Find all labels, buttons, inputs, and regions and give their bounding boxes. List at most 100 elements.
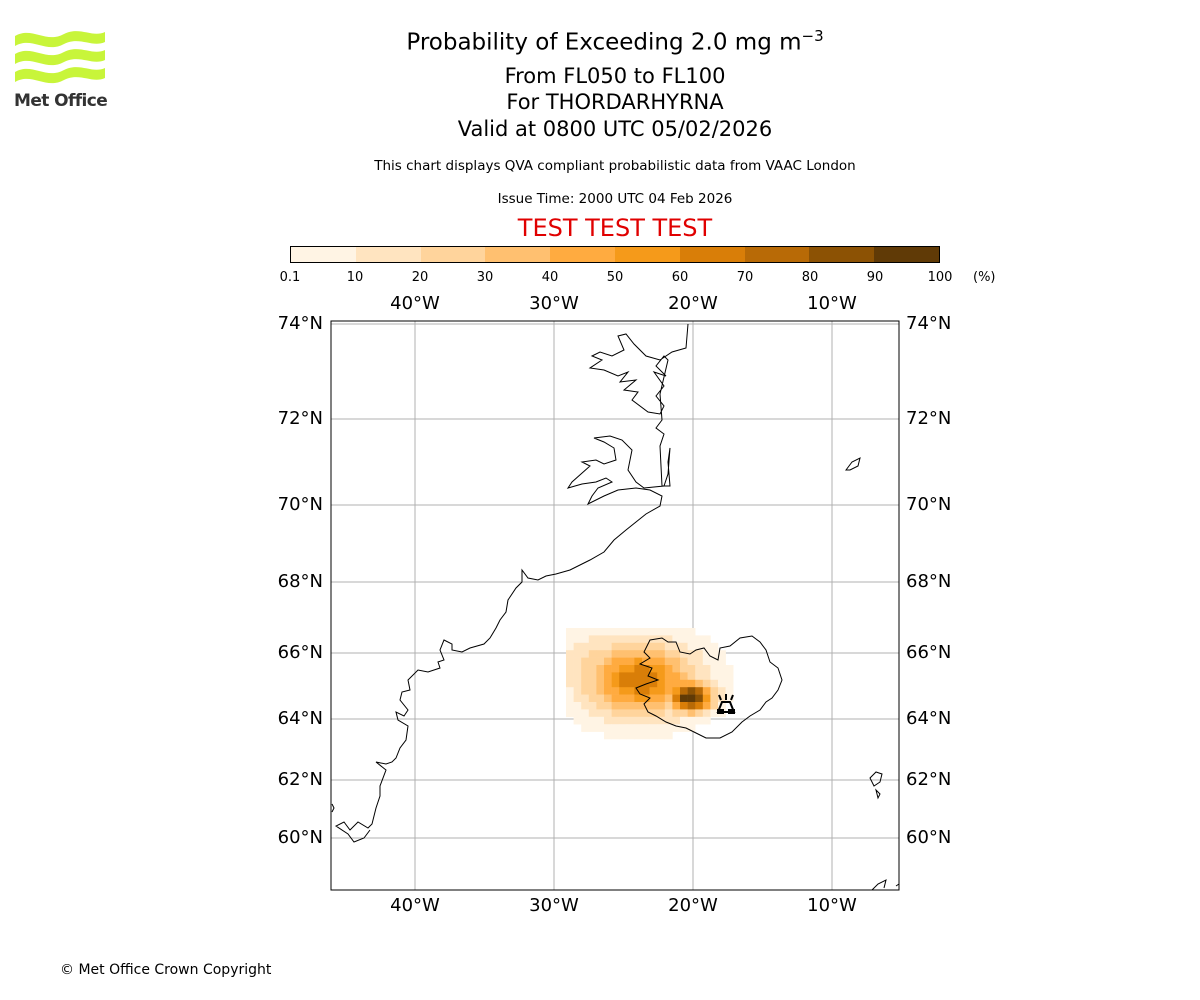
lat-label-left: 74°N [278,313,323,334]
plume-cell [642,657,650,666]
plume-cell [672,665,681,673]
plume-cell [611,672,620,681]
volcano-icon [716,694,736,714]
plume-cell [664,724,673,732]
plume-cell [596,702,605,710]
plume-cell [634,679,643,688]
plume-cell [588,635,597,644]
plume-cell [626,694,635,703]
plume-cell [672,657,681,666]
plume-cell [695,687,704,695]
plume-cell [642,672,650,681]
plume-cell [657,709,666,718]
plume-cell [626,657,635,666]
plume-cell [687,709,696,718]
plume-cell [604,687,612,695]
plume-cell [664,716,673,725]
plume-cell [573,709,582,718]
plume-cell [604,650,612,658]
plume-cell [687,716,696,725]
plume-cell [596,687,605,695]
plume-cell [611,650,620,658]
plume-cell [619,709,628,718]
colorbar-segment [420,247,486,262]
plume-cell [718,687,726,695]
plume-cell [672,702,681,710]
plume-cell [664,687,673,695]
lat-label-right: 68°N [906,571,951,592]
plume-cell [619,724,628,732]
plume-cell [687,702,696,710]
plume-cell [604,709,612,718]
plume-cell [672,716,681,725]
plume-cell [695,709,704,718]
plume-cell [680,635,688,644]
plume-cell [657,702,666,710]
plume-cell [596,635,605,644]
plume-cell [566,628,574,636]
flight-levels: From FL050 to FL100 [504,64,726,88]
plume-cell [588,687,597,695]
plume-cell [626,687,635,695]
plume-cell [725,679,734,688]
plume-cell [634,672,643,681]
coastlines [331,323,900,891]
plume-cell [634,650,643,658]
lat-label-right: 62°N [906,769,951,790]
plume-cell [718,679,726,688]
plume-cell [604,628,612,636]
plume-cell [588,702,597,710]
lon-label-bottom: 40°W [390,895,440,916]
plume-cell [649,650,658,658]
copyright: © Met Office Crown Copyright [60,962,272,978]
plume-cell [702,642,711,651]
greenland-coastline [335,323,689,843]
plume-cell [581,672,590,681]
plume-cell [687,679,696,688]
plume-cell [581,642,590,651]
plume-cell [626,716,635,725]
plume-cell [626,702,635,710]
colorbar-segment [809,247,875,262]
plume-cell [581,709,590,718]
plume-cell [588,657,597,666]
plume-cell [573,694,582,703]
plume-cell [573,702,582,710]
plume-cell [626,650,635,658]
test-banner: TEST TEST TEST [517,214,713,242]
plume-cell [619,672,628,681]
plume-cell [642,665,650,673]
colorbar-tick-label: 50 [606,270,624,285]
plume-cell [581,650,590,658]
plume-cell [695,665,704,673]
plume-cell [611,642,620,651]
plume-cell [642,702,650,710]
plume-cell [710,709,719,718]
lon-label-top: 40°W [390,293,440,314]
plume-cell [581,657,590,666]
plume-cell [566,687,574,695]
plume-cell [634,694,643,703]
plume-cell [649,665,658,673]
plume-cell [619,702,628,710]
plume-cell [581,679,590,688]
plume-cell [566,672,574,681]
plume-cell [596,657,605,666]
plume-cell [702,650,711,658]
plume-cell [657,679,666,688]
plume-cell [626,665,635,673]
plume-cell [725,687,734,695]
plume-cell [710,702,719,710]
plume-cell [642,724,650,732]
plume-cell [710,650,719,658]
plume-cell [702,694,711,703]
plume-cell [581,694,590,703]
plume-cell [611,716,620,725]
colorbar-tick-label: 20 [411,270,429,285]
plume-cell [680,709,688,718]
graticule [331,321,899,890]
plume-cell [672,650,681,658]
plume-cell [680,702,688,710]
plume-cell [702,679,711,688]
lon-label-bottom: 30°W [529,895,579,916]
